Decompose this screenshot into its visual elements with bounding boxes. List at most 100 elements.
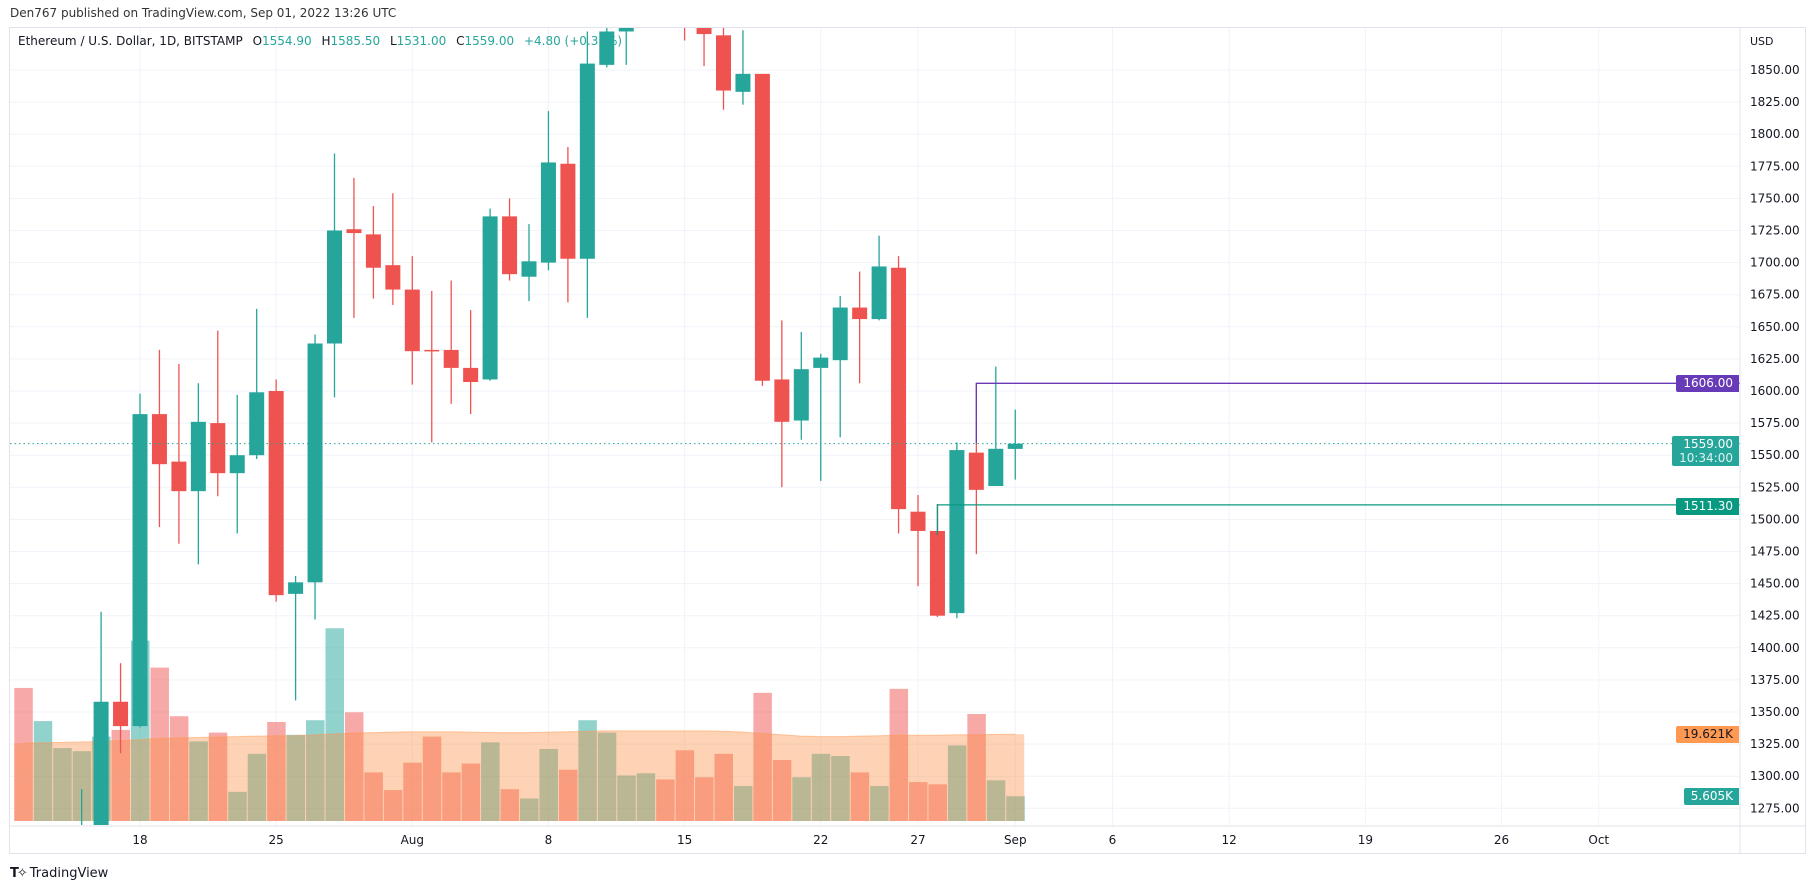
price-tick-label: 1350.00 <box>1750 705 1800 719</box>
candle-body <box>113 701 129 727</box>
candle-body <box>424 349 440 352</box>
candle-body <box>307 343 323 583</box>
levels <box>10 382 1740 535</box>
price-tick-label: 1525.00 <box>1750 480 1800 494</box>
volume-bar <box>500 789 520 821</box>
volume-bar <box>578 720 597 821</box>
price-tick-label: 1300.00 <box>1750 769 1800 783</box>
symbol-legend: Ethereum / U.S. Dollar, 1D, BITSTAMP O15… <box>18 34 622 48</box>
candle-body <box>249 392 265 456</box>
volume-tag: 5.605K <box>1683 788 1739 805</box>
candle-body <box>813 357 829 368</box>
axes: USD 1850.00 1825.00 1800.00 1775.00 1750.00 17… <box>10 28 1806 854</box>
volume-bar <box>792 777 811 821</box>
time-tick-label: 19 <box>1358 833 1373 847</box>
candle-body <box>93 701 109 825</box>
close-value: 1559.00 <box>464 34 515 48</box>
candle-body <box>288 582 304 594</box>
volume-bar <box>208 732 228 821</box>
volume-bar <box>14 687 33 821</box>
candle-body <box>404 289 420 352</box>
candle-body <box>735 73 751 92</box>
open-value: 1554.90 <box>262 34 312 48</box>
price-tick-label: 1475.00 <box>1750 545 1800 559</box>
low-label: L <box>389 34 397 48</box>
time-tick-label: 8 <box>545 833 553 847</box>
candle-body <box>365 234 381 268</box>
candle-body <box>521 261 537 277</box>
volume-bar <box>850 772 870 821</box>
price-tick-label: 1575.00 <box>1750 416 1800 430</box>
candle-body <box>1007 443 1023 449</box>
volume-bar <box>889 688 909 821</box>
price-tick-label: 1450.00 <box>1750 577 1800 591</box>
price-tick-label: 1725.00 <box>1750 224 1800 238</box>
candle-body <box>463 367 479 383</box>
candle-body <box>346 229 362 234</box>
candle-body <box>716 35 731 91</box>
candle-body <box>988 448 1004 487</box>
candle-body <box>171 461 187 492</box>
volume-bar <box>403 762 422 821</box>
volume-bar <box>520 798 539 821</box>
price-tick-label: 1400.00 <box>1750 641 1800 655</box>
price-tick-label: 1550.00 <box>1750 448 1800 462</box>
time-tick-label: 15 <box>677 833 692 847</box>
volume-bar <box>150 667 169 821</box>
volume-bar <box>967 714 986 821</box>
volume-bar <box>539 748 558 821</box>
price-tick-label: 1275.00 <box>1750 801 1800 815</box>
candle-body <box>210 423 226 474</box>
candle-body <box>871 266 887 320</box>
symbol-title[interactable]: Ethereum / U.S. Dollar, 1D, BITSTAMP <box>18 34 243 48</box>
time-tick-label: 6 <box>1109 833 1117 847</box>
time-tick-label: 18 <box>132 833 147 847</box>
volume-bar <box>442 772 461 821</box>
high-label: H <box>321 34 331 48</box>
volume-bar <box>753 692 772 821</box>
price-tick-label: 1625.00 <box>1750 352 1800 366</box>
time-tick-label: Sep <box>1004 833 1027 847</box>
volume-bar <box>636 773 656 821</box>
price-tick-label: 1750.00 <box>1750 191 1800 205</box>
volume-bar <box>481 742 500 821</box>
volume-bar <box>656 779 675 821</box>
candle-body <box>599 31 615 65</box>
volume-bar <box>189 741 208 821</box>
volume-bar <box>72 751 92 821</box>
candle-body <box>229 455 245 474</box>
volume-bar <box>422 736 442 821</box>
volume-ma-tag: 19.621K <box>1676 726 1739 743</box>
price-tick-label: 1800.00 <box>1750 127 1800 141</box>
volume-bar <box>558 769 578 821</box>
volume-bar <box>286 734 306 821</box>
time-tick-label: Oct <box>1588 833 1609 847</box>
candle-body <box>754 73 770 381</box>
close-label: C <box>456 34 465 48</box>
chart-frame <box>9 27 1806 854</box>
tradingview-logo[interactable]: T✧ TradingView <box>10 866 108 881</box>
volume-ma <box>14 730 1025 821</box>
candle-body <box>482 216 498 380</box>
bar-countdown: 10:34:00 <box>1679 451 1733 465</box>
candle-body <box>385 265 401 290</box>
volume-bar <box>772 760 792 821</box>
price-tick-label: 1775.00 <box>1750 159 1800 173</box>
volume-bar <box>986 780 1006 821</box>
volume-bar <box>169 716 189 821</box>
price-tick-label: 1650.00 <box>1750 320 1800 334</box>
time-tick-label: 22 <box>813 833 828 847</box>
volume-bar <box>675 750 695 821</box>
volume-bar <box>461 763 481 821</box>
volume-bar <box>617 775 636 821</box>
volume-bar <box>947 745 967 821</box>
candle-body <box>579 63 595 259</box>
volume-bar <box>267 721 286 821</box>
volume-bar <box>831 756 850 821</box>
candle-body <box>443 349 459 368</box>
time-tick-label: Aug <box>401 833 424 847</box>
volume-bar <box>714 753 733 821</box>
candle-body <box>793 369 809 421</box>
price-tick-label: 1325.00 <box>1750 737 1800 751</box>
